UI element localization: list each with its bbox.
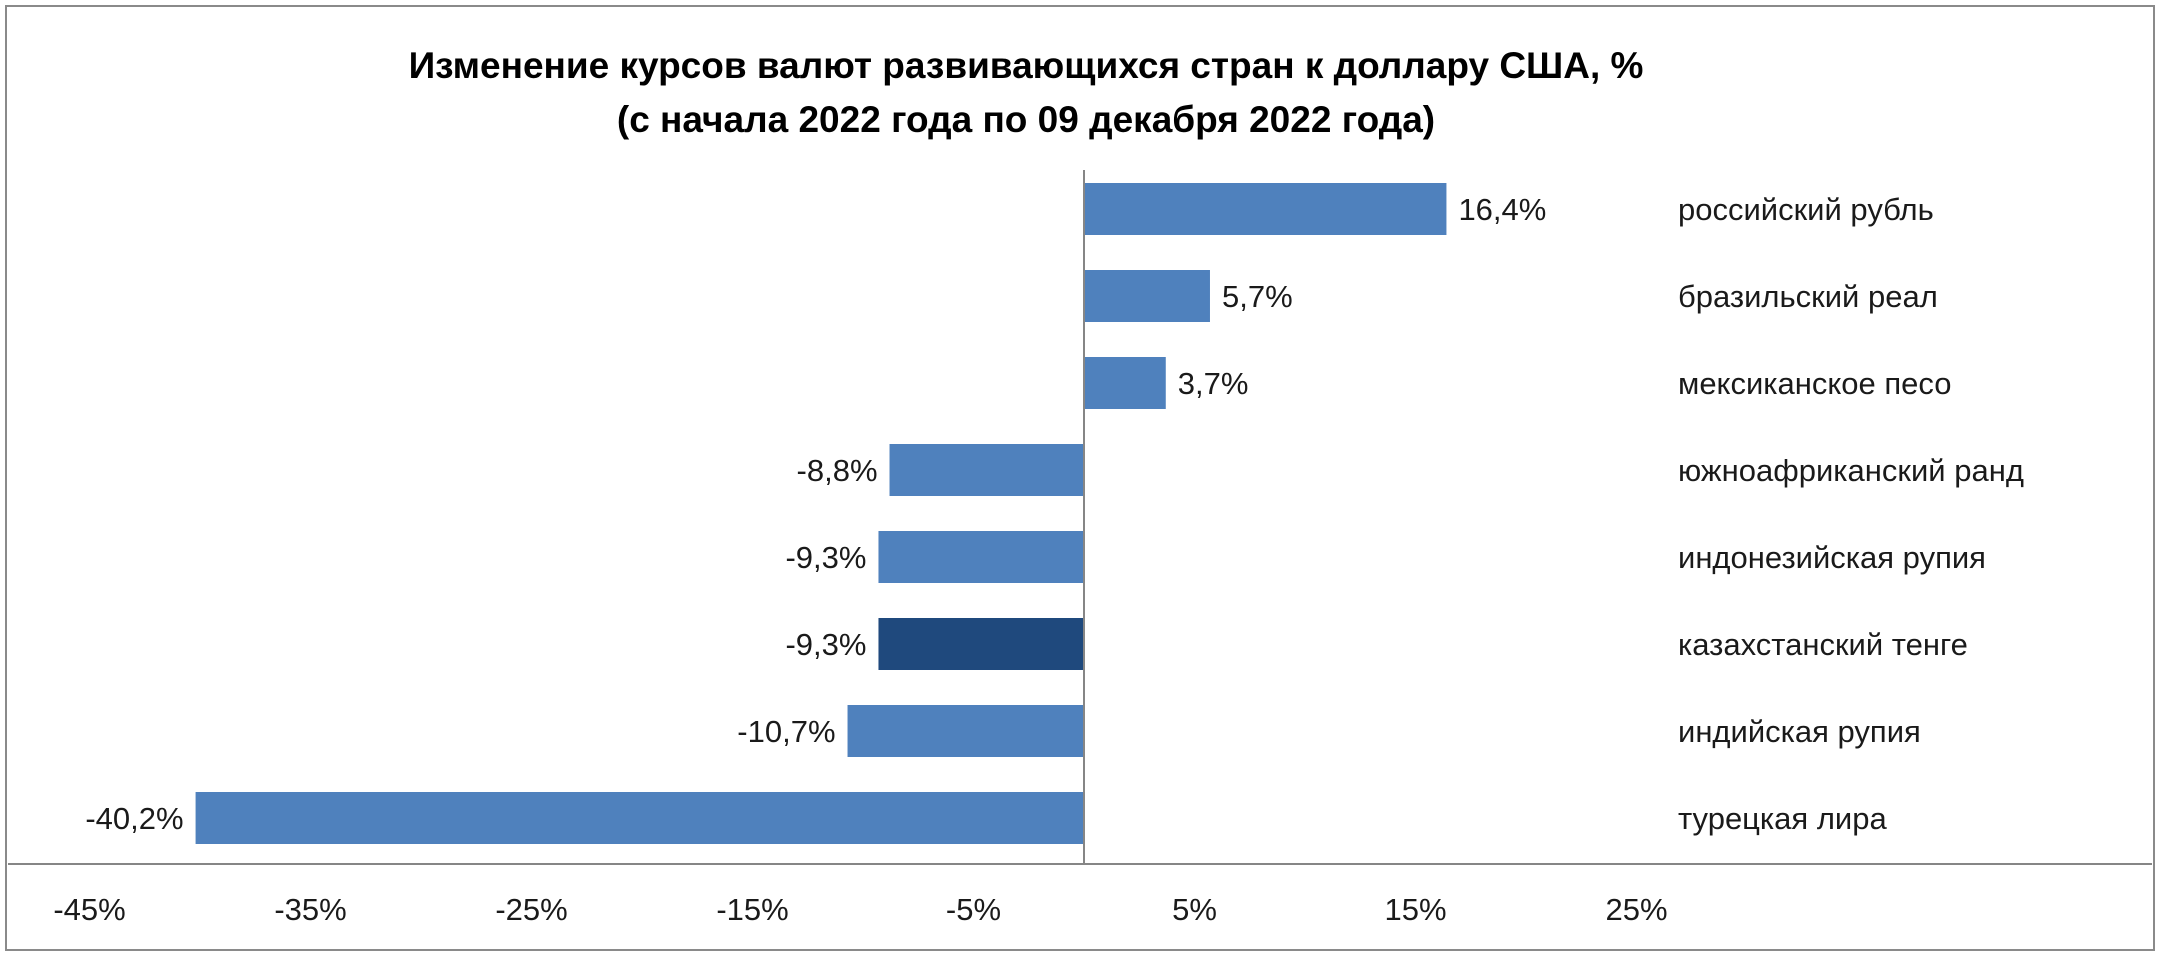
value-label: -40,2% bbox=[85, 801, 183, 836]
category-label: индийская рупия bbox=[1678, 714, 1921, 749]
x-tick-label: 5% bbox=[1172, 892, 1217, 927]
x-tick-label: -5% bbox=[946, 892, 1001, 927]
value-label: -8,8% bbox=[797, 453, 878, 488]
category-label: индонезийская рупия bbox=[1678, 540, 1986, 575]
category-label: российский рубль bbox=[1678, 192, 1934, 227]
category-label: южноафриканский ранд bbox=[1678, 453, 2024, 488]
bar-5 bbox=[878, 531, 1084, 583]
chart-title: Изменение курсов валют развивающихся стр… bbox=[409, 45, 1644, 86]
bar-6 bbox=[878, 618, 1084, 670]
x-tick-label: -35% bbox=[274, 892, 346, 927]
category-label: турецкая лира bbox=[1678, 801, 1887, 836]
bar-7 bbox=[847, 705, 1084, 757]
category-label: казахстанский тенге bbox=[1678, 627, 1968, 662]
bar-2 bbox=[1084, 270, 1210, 322]
bar-3 bbox=[1084, 357, 1166, 409]
bar-4 bbox=[889, 444, 1084, 496]
chart-subtitle: (с начала 2022 года по 09 декабря 2022 г… bbox=[617, 99, 1435, 140]
value-label: -9,3% bbox=[785, 627, 866, 662]
value-label: 16,4% bbox=[1458, 192, 1546, 227]
value-label: 5,7% bbox=[1222, 279, 1293, 314]
x-tick-label: 15% bbox=[1384, 892, 1446, 927]
bar-1 bbox=[1084, 183, 1447, 235]
value-label: 3,7% bbox=[1178, 366, 1249, 401]
value-label: -9,3% bbox=[785, 540, 866, 575]
value-label: -10,7% bbox=[737, 714, 835, 749]
x-tick-label: -25% bbox=[495, 892, 567, 927]
category-label: мексиканское песо bbox=[1678, 366, 1952, 401]
x-tick-label: 25% bbox=[1605, 892, 1667, 927]
x-tick-label: -45% bbox=[53, 892, 125, 927]
x-tick-label: -15% bbox=[716, 892, 788, 927]
category-label: бразильский реал bbox=[1678, 279, 1938, 314]
bar-8 bbox=[195, 792, 1084, 844]
